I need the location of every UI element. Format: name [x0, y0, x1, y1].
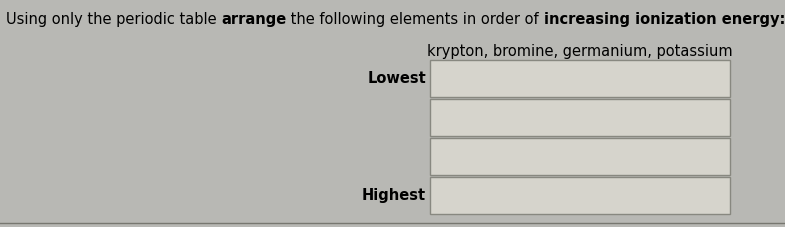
Bar — [430, 99, 730, 136]
Text: krypton, bromine, germanium, potassium: krypton, bromine, germanium, potassium — [427, 44, 733, 59]
Text: the following elements in order of: the following elements in order of — [287, 12, 544, 27]
Bar — [430, 60, 730, 97]
Bar — [430, 177, 730, 214]
Text: increasing ionization energy:: increasing ionization energy: — [544, 12, 785, 27]
Text: Highest: Highest — [362, 188, 426, 203]
Bar — [430, 138, 730, 175]
Text: Using only the periodic table: Using only the periodic table — [6, 12, 221, 27]
Text: Lowest: Lowest — [367, 71, 426, 86]
Text: arrange: arrange — [221, 12, 287, 27]
